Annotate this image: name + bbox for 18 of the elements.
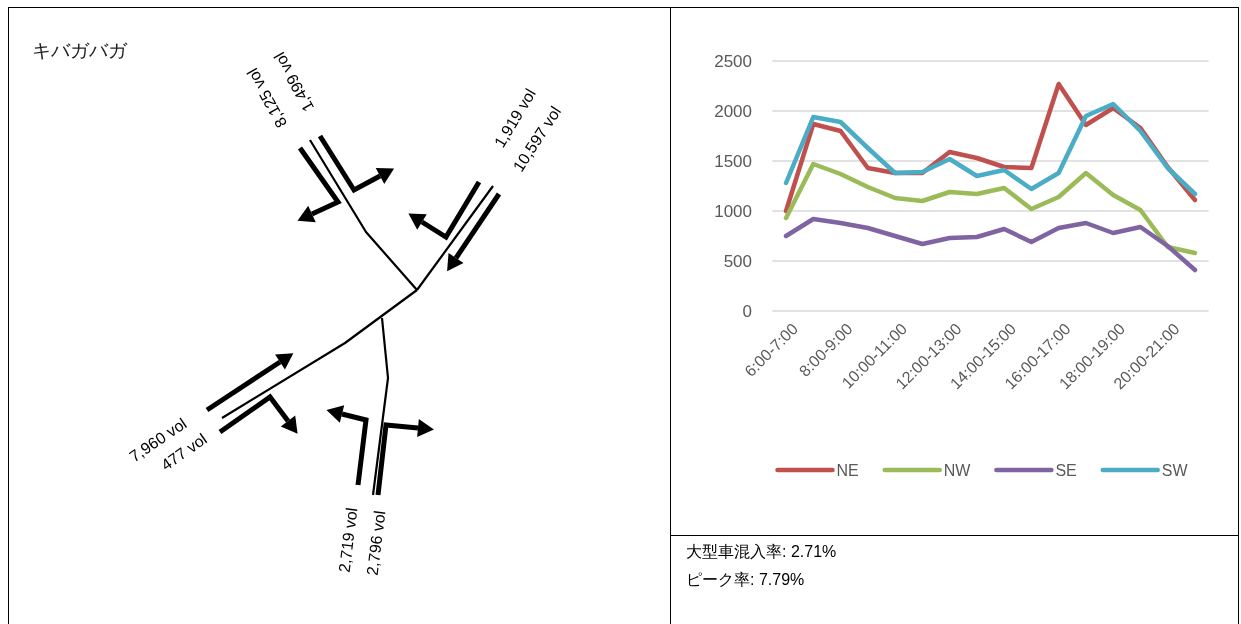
legend-label: NE — [836, 461, 859, 479]
text: 大型車混入率: 2.71% — [686, 543, 837, 560]
text: キバガバガ — [32, 39, 128, 61]
y-tick-label: 500 — [723, 251, 752, 271]
line-series — [783, 161, 1198, 256]
legend-label: SE — [1055, 461, 1077, 479]
text: 2,796 vol — [363, 509, 389, 577]
text: 2,719 vol — [335, 506, 361, 574]
line-series — [783, 101, 1198, 197]
y-tick-label: 1000 — [714, 201, 752, 221]
text: ピーク率: 7.79% — [686, 571, 805, 588]
y-tick-label: 1500 — [714, 151, 752, 171]
y-tick-label: 0 — [742, 301, 752, 321]
line-series — [783, 216, 1198, 273]
legend-label: NW — [943, 461, 972, 479]
y-tick-label: 2000 — [714, 101, 752, 121]
y-tick-label: 2500 — [714, 51, 752, 71]
legend-label: SW — [1161, 461, 1189, 479]
